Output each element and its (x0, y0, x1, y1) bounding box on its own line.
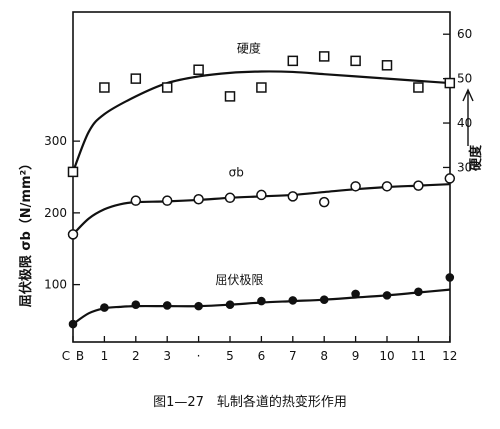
x-axis: C B 1 2 3 · 5 6 7 8 9 10 11 12 (62, 336, 457, 363)
right-tick-label: 50 (457, 72, 472, 86)
yield-limit-point (351, 289, 360, 299)
right-tick-label: 30 (457, 160, 472, 174)
series-labels: 硬度 σb 屈伏极限 (215, 40, 263, 287)
x-tick-label: 3 (163, 349, 171, 363)
right-tick-label: 40 (457, 116, 472, 130)
sigma-b-point (318, 196, 330, 208)
hardness-point (130, 73, 142, 84)
sigma-b-point (287, 191, 299, 202)
left-tick-label: 300 (44, 134, 67, 148)
hardness-point (193, 64, 204, 75)
x-tick-label: 2 (132, 349, 140, 363)
hardness-point (444, 77, 456, 89)
series-label: 屈伏极限 (215, 273, 263, 287)
left-tick-label: 200 (44, 206, 67, 220)
yield-limit-point (100, 303, 109, 312)
x-tick-label: 10 (379, 349, 394, 363)
plot-frame (72, 11, 451, 343)
x-tick-label: 8 (320, 349, 328, 363)
yield-limit-point (225, 300, 235, 309)
x-tick-label: · (197, 349, 201, 363)
hardness-point (256, 82, 267, 93)
sigma-b-point (161, 195, 173, 206)
x-tick-label: 6 (258, 349, 266, 363)
yield-limit-point (414, 287, 423, 297)
hardness-point (287, 55, 299, 67)
yield-limit-point (68, 319, 78, 329)
plot-border (72, 11, 451, 343)
yield-limit-point (194, 301, 203, 311)
sigma-b-point (224, 192, 236, 204)
right-axis-label: 硬度 (468, 144, 484, 171)
x-tick-label: 1 (101, 349, 109, 363)
hardness-point (350, 55, 361, 67)
yield-limit-point (288, 296, 298, 305)
x-tick-label: 9 (352, 349, 360, 363)
yield-limit-point (445, 273, 455, 282)
right-axis-arrow (462, 88, 474, 146)
data-points (67, 51, 456, 329)
sigma-b-point (444, 173, 456, 184)
hardness-point (161, 82, 173, 93)
yield-limit-point (131, 300, 141, 309)
left-axis: 100 200 300 (44, 134, 80, 292)
x-tick-label: B (76, 349, 84, 363)
yield-limit-point (319, 295, 329, 304)
yield-limit-point (382, 291, 392, 300)
hardness-point (224, 91, 236, 102)
series-label: σb (229, 165, 244, 179)
x-tick-label: 12 (442, 349, 457, 363)
hardness-point (67, 166, 79, 178)
sigma-b-point (381, 181, 393, 192)
sigma-b-point (256, 189, 267, 201)
yield-limit-point (162, 301, 172, 310)
curve-yield-limit (72, 288, 450, 325)
right-tick-label: 60 (457, 27, 472, 41)
x-tick-label: 7 (289, 349, 297, 363)
hardness-point (381, 60, 393, 71)
figure-caption: 图1—27 轧制各道的热变形作用 (153, 394, 347, 410)
curve-hardness (71, 70, 450, 173)
x-tick-label: C (62, 349, 70, 363)
left-tick-label: 100 (44, 278, 67, 292)
sigma-b-point (130, 195, 142, 206)
hardness-point (99, 82, 110, 93)
x-tick-label: 11 (411, 349, 426, 363)
hardness-point (318, 51, 330, 62)
left-axis-label: 屈伏极限 σb（N/mm²） (18, 157, 34, 307)
sigma-b-point (350, 181, 361, 192)
yield-limit-point (257, 296, 266, 306)
sigma-b-point (193, 193, 204, 205)
series-label: 硬度 (237, 40, 261, 55)
sigma-b-point (67, 229, 79, 240)
sigma-b-point (413, 180, 424, 191)
x-tick-label: 5 (226, 349, 234, 363)
hardness-point (413, 82, 424, 93)
